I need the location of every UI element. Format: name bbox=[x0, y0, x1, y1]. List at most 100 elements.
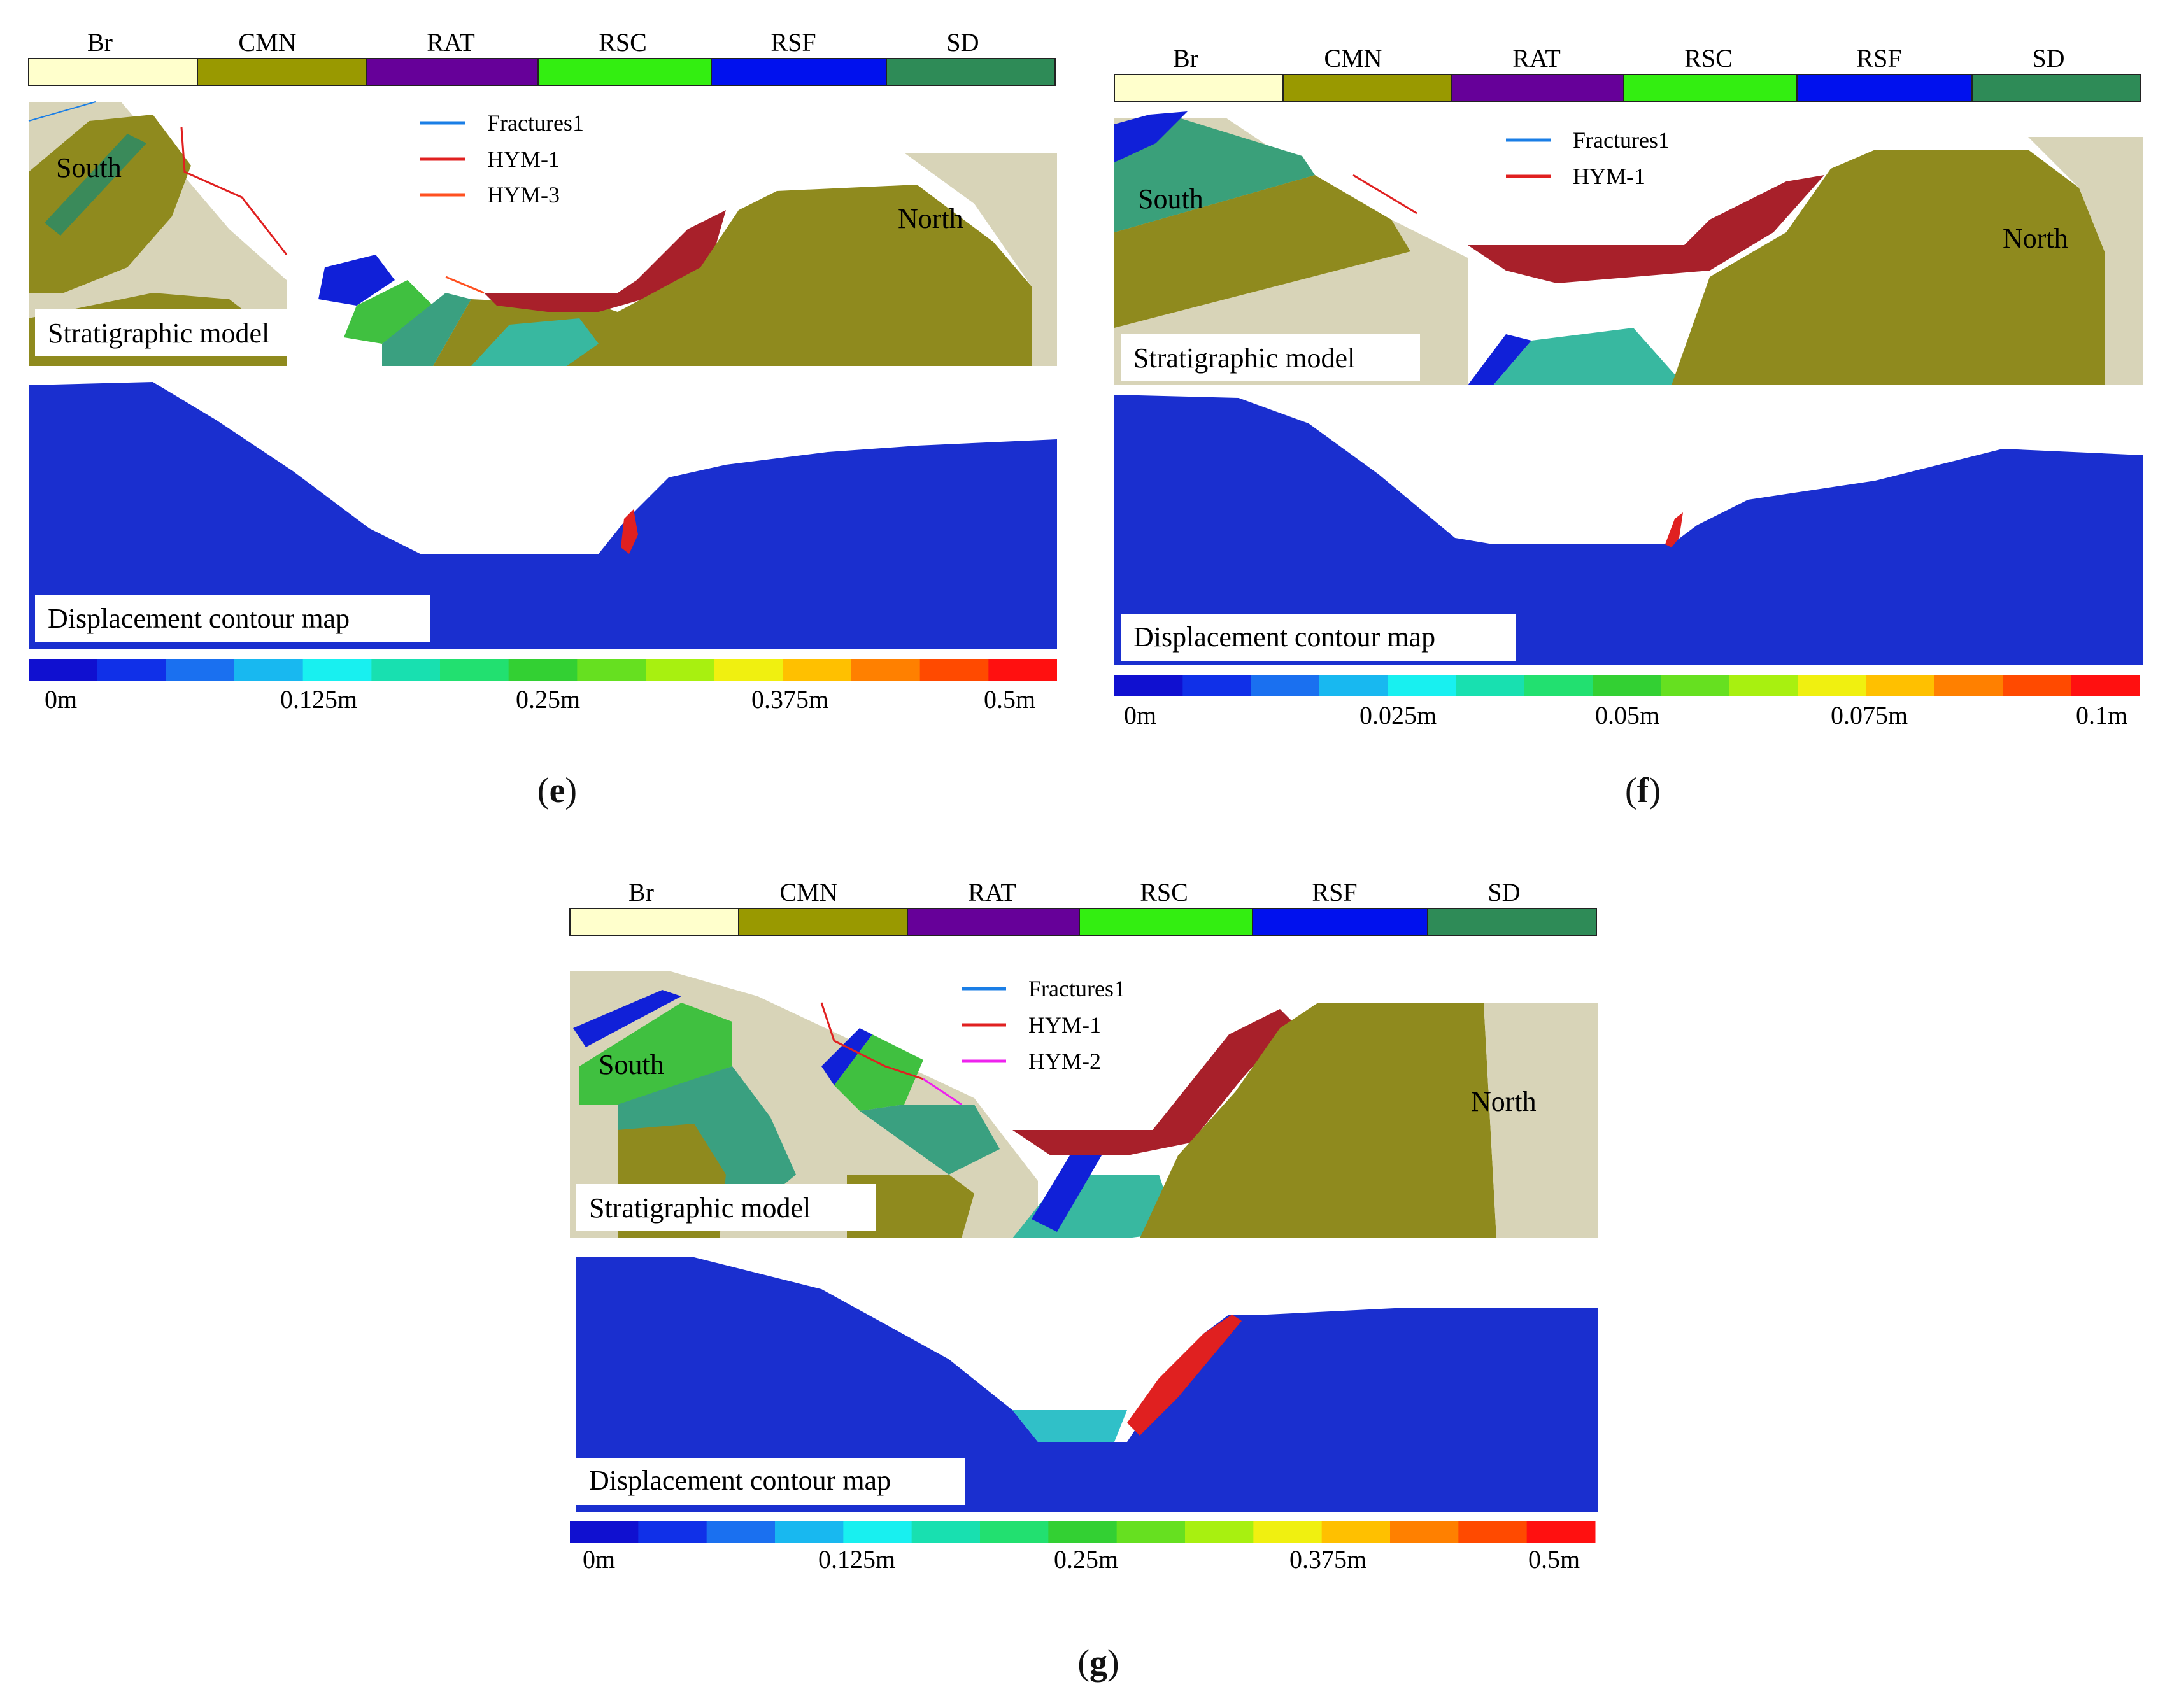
scale-segment bbox=[1048, 1521, 1118, 1543]
stratigraphic-model: South North Stratigraphic model bbox=[1114, 111, 2143, 385]
scale-segment bbox=[638, 1521, 707, 1543]
scale-segment bbox=[714, 659, 783, 681]
scale-segment bbox=[919, 659, 989, 681]
scale-segment bbox=[1456, 675, 1525, 696]
scale-tick-3: 0.375m bbox=[1289, 1545, 1366, 1569]
scale-segment bbox=[1458, 1521, 1528, 1543]
displacement-terrain bbox=[1114, 395, 2143, 665]
slope-south-sd-band bbox=[45, 134, 146, 236]
panel-g-figure: Br CMN RAT RSC RSF SD South North Strati… bbox=[569, 878, 1598, 1569]
legend-text-fractures1: Fractures1 bbox=[487, 110, 584, 136]
hym-3-trace bbox=[445, 276, 485, 294]
scale-segment bbox=[2003, 675, 2072, 696]
line-legend: Fractures1 HYM-1 bbox=[1506, 127, 1670, 189]
strata-swatch-rsc bbox=[1079, 908, 1253, 936]
strata-swatch-rsc bbox=[1623, 74, 1798, 102]
strat-label-box bbox=[576, 1184, 876, 1231]
displacement-hotspot bbox=[1665, 512, 1683, 547]
disp-label: Displacement contour map bbox=[1133, 621, 1435, 653]
scale-segment bbox=[988, 659, 1057, 681]
valley-rsf bbox=[1032, 1155, 1102, 1232]
north-ridge-cmn bbox=[618, 185, 1032, 366]
scale-segment bbox=[302, 659, 372, 681]
panel-e: Br CMN RAT RSC RSF SD South North Strati… bbox=[25, 25, 1057, 719]
scale-segment bbox=[1114, 675, 1183, 696]
slope-mid-rsc bbox=[834, 1034, 923, 1111]
landslide-deposit bbox=[1468, 175, 1824, 283]
panel-g: Br CMN RAT RSC RSF SD South North Strati… bbox=[567, 875, 1598, 1569]
stratigraphic-model: South North Stratigraphic model bbox=[28, 101, 1057, 366]
disp-label: Displacement contour map bbox=[589, 1465, 891, 1496]
strata-swatch-sd bbox=[886, 58, 1056, 86]
strata-swatch-rsf bbox=[1252, 908, 1428, 936]
strata-label-rsf: RSF bbox=[1312, 878, 1357, 907]
north-ridge-cmn bbox=[1672, 150, 2105, 385]
strata-legend: Br CMN RAT RSC RSF SD bbox=[28, 28, 1056, 86]
strata-swatch-cmn bbox=[738, 908, 908, 936]
legend-text-hym-1: HYM-1 bbox=[1028, 1012, 1101, 1038]
color-scale bbox=[570, 1521, 1596, 1543]
strata-label-rsf: RSF bbox=[770, 28, 816, 57]
strata-label-rat: RAT bbox=[968, 878, 1016, 907]
color-scale bbox=[1114, 675, 2140, 696]
scale-segment bbox=[234, 659, 304, 681]
scale-tick-2: 0.25m bbox=[1054, 1545, 1118, 1569]
slope-south-cmn bbox=[1114, 175, 1410, 328]
north-label: North bbox=[898, 203, 963, 234]
displacement-map: Displacement contour map bbox=[29, 382, 1057, 649]
hym-1-trace bbox=[1352, 174, 1417, 215]
scale-segment bbox=[1388, 675, 1457, 696]
strata-swatch-sd bbox=[1427, 908, 1597, 936]
color-scale bbox=[29, 659, 1057, 681]
hym-1-trace bbox=[180, 127, 288, 255]
strata-label-br: Br bbox=[628, 878, 654, 907]
slope-south-rsf bbox=[573, 990, 681, 1047]
scale-segment bbox=[1593, 675, 1662, 696]
disp-label: Displacement contour map bbox=[48, 603, 350, 634]
strata-label-cmn: CMN bbox=[779, 878, 837, 907]
valley-rsc-teal bbox=[471, 318, 599, 366]
scale-tick-4: 0.5m bbox=[984, 685, 1035, 714]
north-ridge-br bbox=[2028, 137, 2143, 385]
scale-segment bbox=[775, 1521, 844, 1543]
strata-swatch-br bbox=[28, 58, 198, 86]
scale-segment bbox=[1729, 675, 1798, 696]
caption-f: (f) bbox=[1625, 771, 1661, 810]
slope-south-rsf bbox=[1114, 111, 1188, 162]
scale-segment bbox=[1253, 1521, 1323, 1543]
displacement-terrain bbox=[29, 382, 1057, 649]
displacement-map: Displacement contour map bbox=[1114, 395, 2143, 665]
panel-f: Br CMN RAT RSC RSF SD South North Strati… bbox=[1111, 41, 2143, 735]
scale-tick-2: 0.25m bbox=[516, 685, 580, 714]
scale-segment bbox=[1390, 1521, 1459, 1543]
scale-tick-1: 0.025m bbox=[1359, 701, 1437, 730]
panel-f-figure: Br CMN RAT RSC RSF SD South North Strati… bbox=[1114, 44, 2143, 730]
scale-segment bbox=[166, 659, 235, 681]
displacement-terrain bbox=[576, 1257, 1598, 1512]
strata-label-rsc: RSC bbox=[1684, 44, 1733, 73]
strata-label-sd: SD bbox=[946, 28, 979, 57]
scale-tick-0: 0m bbox=[45, 685, 77, 714]
strata-swatch-rsf bbox=[1796, 74, 1973, 102]
scale-segment bbox=[97, 659, 166, 681]
scale-segment bbox=[1934, 675, 2003, 696]
valley-rsc-teal bbox=[1493, 328, 1684, 385]
scale-segment bbox=[1866, 675, 1935, 696]
scale-segment bbox=[843, 1521, 912, 1543]
caption-g: (g) bbox=[1077, 1643, 1119, 1683]
strat-label: Stratigraphic model bbox=[589, 1192, 811, 1224]
hym-2-trace bbox=[923, 1078, 962, 1106]
legend-text-hym-1: HYM-1 bbox=[1573, 164, 1645, 189]
strata-label-br: Br bbox=[1173, 44, 1198, 73]
scale-tick-4: 0.5m bbox=[1528, 1545, 1580, 1569]
scale-segment bbox=[570, 1521, 639, 1543]
scale-segment bbox=[911, 1521, 981, 1543]
line-legend: Fractures1 HYM-1 HYM-3 bbox=[420, 110, 584, 208]
strata-label-cmn: CMN bbox=[238, 28, 296, 57]
strata-legend: Br CMN RAT RSC RSF SD bbox=[1114, 44, 2141, 102]
displacement-hotspot bbox=[621, 509, 638, 554]
displacement-hotspot bbox=[1127, 1315, 1242, 1436]
scale-segment bbox=[851, 659, 921, 681]
caption-e: (e) bbox=[537, 771, 578, 810]
scale-segment bbox=[1524, 675, 1593, 696]
